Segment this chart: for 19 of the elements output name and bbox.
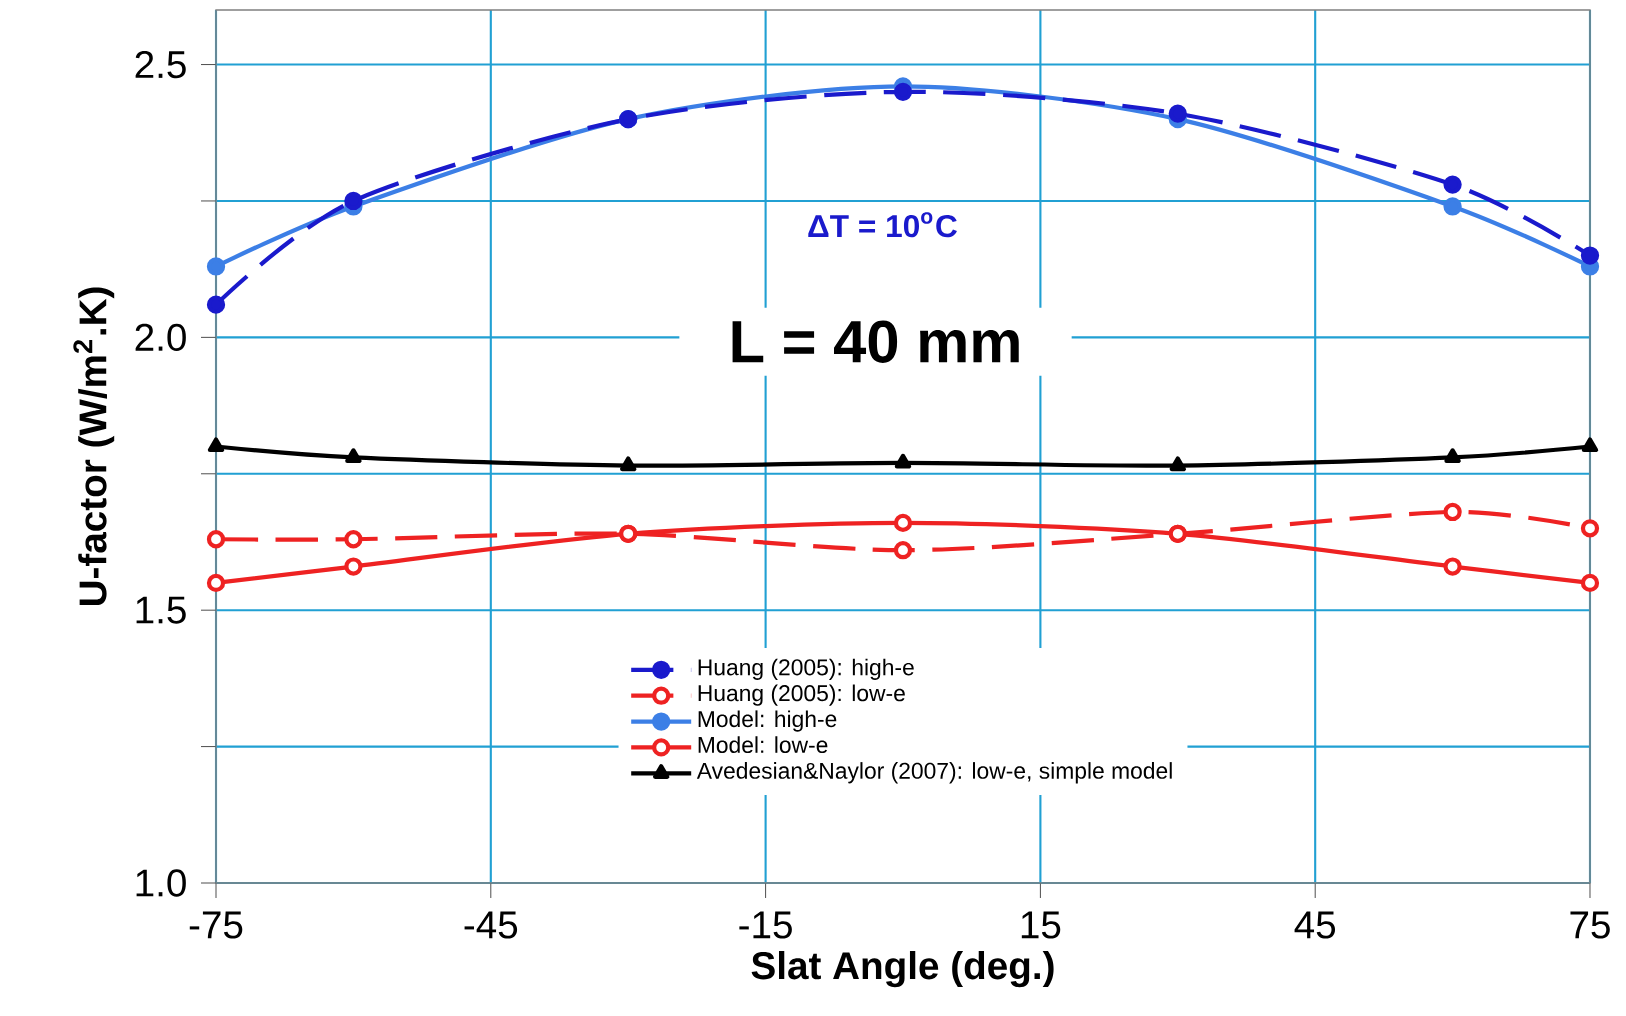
annotation: ΔT = 10$^{o}$C [808, 212, 957, 238]
x-tick-label: 15 [1021, 911, 1061, 939]
y-tick-label: 2.0 [135, 323, 186, 352]
legend-label: Model: high-e [698, 710, 837, 732]
y-tick-label: 2.5 [135, 50, 186, 79]
x-tick-label: -15 [739, 911, 792, 939]
y-tick-label: 1.0 [136, 869, 186, 897]
legend-label: Huang (2005): high-e [698, 658, 914, 680]
x-tick-label: -75 [189, 911, 243, 939]
x-axis-title: Slat Angle (deg.) [751, 950, 1054, 988]
legend-label: Huang (2005): low-e [698, 684, 905, 706]
x-tick-label: -45 [464, 911, 518, 939]
x-tick-label: 75 [1570, 911, 1610, 939]
legend-label: Avedesian&Naylor (2007): low-e, simple model [696, 762, 1172, 784]
y-axis-title: U-factor (W/m$^{2}$.K) [73, 287, 115, 606]
annotation: L = 40 mm [732, 320, 1019, 363]
x-tick-label: 45 [1294, 911, 1336, 939]
y-tick-label: 1.5 [136, 596, 186, 624]
legend-label: Model: low-e [698, 736, 828, 753]
